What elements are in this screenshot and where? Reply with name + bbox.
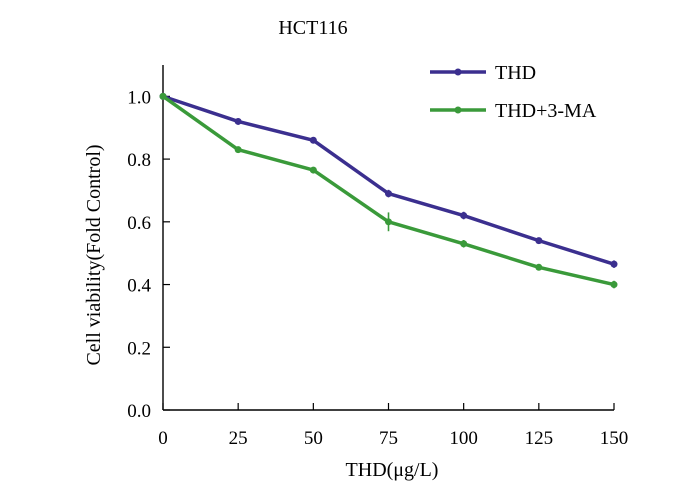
data-point [385, 190, 392, 198]
x-tick-label: 100 [449, 428, 478, 449]
x-tick-label: 150 [600, 428, 629, 449]
data-point [535, 263, 543, 271]
legend-label: THD+3-MA [495, 100, 597, 122]
data-point [234, 146, 242, 154]
x-axis-label: THD(μg/L) [346, 459, 439, 481]
x-tick-label: 0 [158, 428, 168, 449]
data-point [535, 237, 543, 245]
y-tick-label: 0.8 [127, 150, 151, 171]
y-tick-label: 0.6 [127, 213, 151, 234]
data-point [610, 281, 618, 289]
data-point [309, 166, 317, 174]
legend-item: THD+3-MA [430, 100, 597, 122]
x-ticks: 0 25 50 75 100 125 150 [158, 403, 628, 449]
data-point [309, 136, 317, 144]
data-point [159, 92, 167, 100]
legend-label: THD [495, 62, 536, 84]
x-tick-label: 75 [379, 428, 398, 449]
chart-title: HCT116 [278, 17, 347, 39]
data-point [610, 260, 618, 268]
data-point [234, 117, 242, 125]
x-tick-label: 125 [525, 428, 554, 449]
x-tick-label: 25 [229, 428, 248, 449]
y-tick-label: 0.2 [127, 338, 151, 359]
y-tick-label: 0.4 [127, 276, 151, 297]
data-point [460, 212, 468, 220]
plot-area [159, 92, 618, 289]
y-tick-label: 1.0 [127, 87, 151, 108]
x-tick-label: 50 [304, 428, 323, 449]
y-axis-label: Cell viability(Fold Control) [83, 144, 105, 365]
legend: THD THD+3-MA [430, 62, 597, 122]
y-tick-label: 0.0 [127, 401, 151, 422]
legend-item: THD [430, 62, 536, 84]
legend-marker [454, 106, 462, 114]
legend-marker [454, 68, 462, 76]
series-thd-3ma [159, 92, 618, 289]
y-ticks: 0.0 0.2 0.4 0.6 0.8 1.0 [127, 87, 170, 422]
data-point [385, 218, 392, 226]
data-point [460, 240, 468, 248]
